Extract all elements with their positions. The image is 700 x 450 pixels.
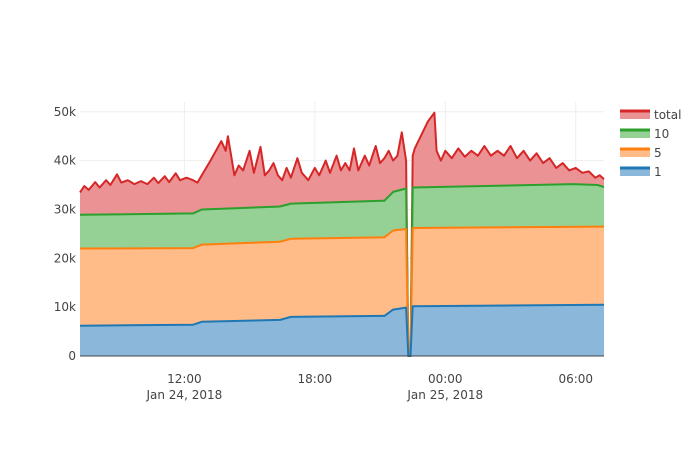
x-tick-date-label: Jan 24, 2018 — [145, 388, 222, 402]
y-tick-label: 30k — [54, 202, 76, 216]
legend-label: total — [654, 108, 681, 122]
legend-label: 1 — [654, 165, 662, 179]
legend-swatch — [620, 130, 650, 138]
legend-swatch — [620, 111, 650, 119]
legend-swatch — [620, 168, 650, 176]
x-tick-date-label: Jan 25, 2018 — [406, 388, 483, 402]
legend-label: 5 — [654, 146, 662, 160]
legend[interactable]: total 10 5 1 — [620, 108, 681, 179]
y-tick-label: 10k — [54, 300, 76, 314]
legend-label: 10 — [654, 127, 669, 141]
line-series-1 — [79, 303, 605, 357]
x-tick-label: 12:00 — [167, 372, 202, 386]
x-tick-label: 00:00 — [428, 372, 463, 386]
x-tick-label: 06:00 — [558, 372, 593, 386]
y-tick-label: 40k — [54, 154, 76, 168]
area-fill-series-1 — [80, 304, 604, 356]
legend-item-1[interactable]: 1 — [620, 165, 662, 179]
legend-swatch — [620, 149, 650, 157]
legend-item-10[interactable]: 10 — [620, 127, 669, 141]
x-axis-ticks: 12:00 Jan 24, 2018 18:00 00:00 Jan 25, 2018 0… — [145, 372, 593, 402]
series-areas — [79, 111, 605, 357]
line-series-total — [79, 111, 605, 357]
legend-item-total[interactable]: total — [620, 108, 681, 122]
y-axis-ticks: 0 10k 20k 30k 40k 50k — [54, 105, 76, 363]
x-tick-label: 18:00 — [298, 372, 333, 386]
line-series-10 — [79, 183, 605, 357]
y-tick-label: 50k — [54, 105, 76, 119]
legend-item-5[interactable]: 5 — [620, 146, 662, 160]
y-tick-label: 0 — [68, 349, 76, 363]
y-tick-label: 20k — [54, 251, 76, 265]
